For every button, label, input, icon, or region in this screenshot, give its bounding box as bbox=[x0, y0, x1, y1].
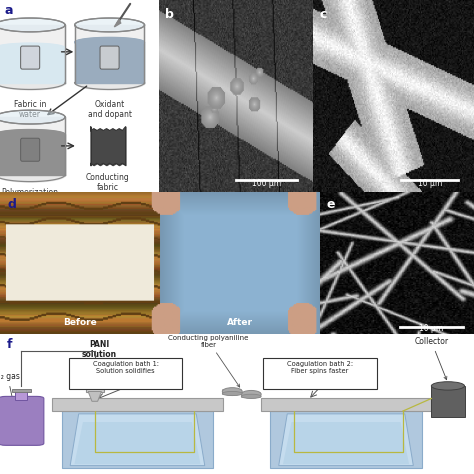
FancyBboxPatch shape bbox=[270, 411, 422, 468]
Text: a: a bbox=[5, 4, 13, 17]
Ellipse shape bbox=[222, 388, 242, 395]
FancyBboxPatch shape bbox=[0, 396, 44, 446]
Polygon shape bbox=[74, 422, 201, 464]
Text: Conducting
fabric: Conducting fabric bbox=[86, 173, 130, 192]
Text: Coagulation bath 1:
Solution solidifies: Coagulation bath 1: Solution solidifies bbox=[92, 361, 159, 374]
Text: PANI
solution: PANI solution bbox=[82, 340, 117, 359]
Polygon shape bbox=[75, 18, 145, 32]
Text: Conducting polyaniline
fiber: Conducting polyaniline fiber bbox=[168, 335, 249, 387]
Polygon shape bbox=[75, 37, 145, 47]
Ellipse shape bbox=[241, 394, 261, 399]
FancyBboxPatch shape bbox=[12, 389, 31, 392]
Text: Collector: Collector bbox=[414, 337, 448, 380]
Text: c: c bbox=[319, 8, 327, 21]
Text: N₂ gas: N₂ gas bbox=[0, 372, 20, 414]
FancyBboxPatch shape bbox=[261, 399, 431, 411]
FancyBboxPatch shape bbox=[62, 411, 213, 468]
Polygon shape bbox=[70, 414, 205, 465]
FancyBboxPatch shape bbox=[431, 386, 465, 417]
Ellipse shape bbox=[431, 382, 465, 390]
Text: Fabric in
water: Fabric in water bbox=[14, 100, 46, 119]
Polygon shape bbox=[0, 110, 65, 124]
FancyBboxPatch shape bbox=[86, 361, 104, 392]
FancyBboxPatch shape bbox=[21, 46, 40, 69]
FancyBboxPatch shape bbox=[241, 392, 261, 398]
FancyBboxPatch shape bbox=[222, 390, 242, 395]
Text: e: e bbox=[326, 198, 335, 210]
Polygon shape bbox=[88, 392, 101, 401]
Text: b: b bbox=[165, 8, 174, 21]
Polygon shape bbox=[114, 19, 121, 27]
Text: 10 μm: 10 μm bbox=[419, 324, 443, 333]
Polygon shape bbox=[0, 129, 65, 139]
Ellipse shape bbox=[222, 392, 242, 396]
Polygon shape bbox=[283, 422, 409, 464]
FancyBboxPatch shape bbox=[69, 358, 182, 389]
FancyBboxPatch shape bbox=[52, 399, 223, 411]
Text: f: f bbox=[7, 338, 13, 351]
FancyBboxPatch shape bbox=[100, 46, 119, 69]
Text: 10 μm: 10 μm bbox=[418, 179, 442, 188]
FancyBboxPatch shape bbox=[263, 358, 377, 389]
Text: Before: Before bbox=[63, 318, 97, 327]
Polygon shape bbox=[0, 43, 65, 53]
Text: Coagulation bath 2:
Fiber spins faster: Coagulation bath 2: Fiber spins faster bbox=[287, 361, 353, 374]
Text: d: d bbox=[8, 198, 17, 210]
Text: Oxidant
and dopant: Oxidant and dopant bbox=[88, 100, 132, 119]
Text: 100 μm: 100 μm bbox=[252, 179, 281, 188]
Text: Polymerization: Polymerization bbox=[2, 188, 59, 197]
FancyBboxPatch shape bbox=[15, 391, 27, 400]
Polygon shape bbox=[279, 414, 413, 465]
FancyBboxPatch shape bbox=[21, 138, 40, 161]
Polygon shape bbox=[0, 18, 65, 32]
Ellipse shape bbox=[241, 391, 261, 398]
Text: After: After bbox=[227, 318, 253, 327]
